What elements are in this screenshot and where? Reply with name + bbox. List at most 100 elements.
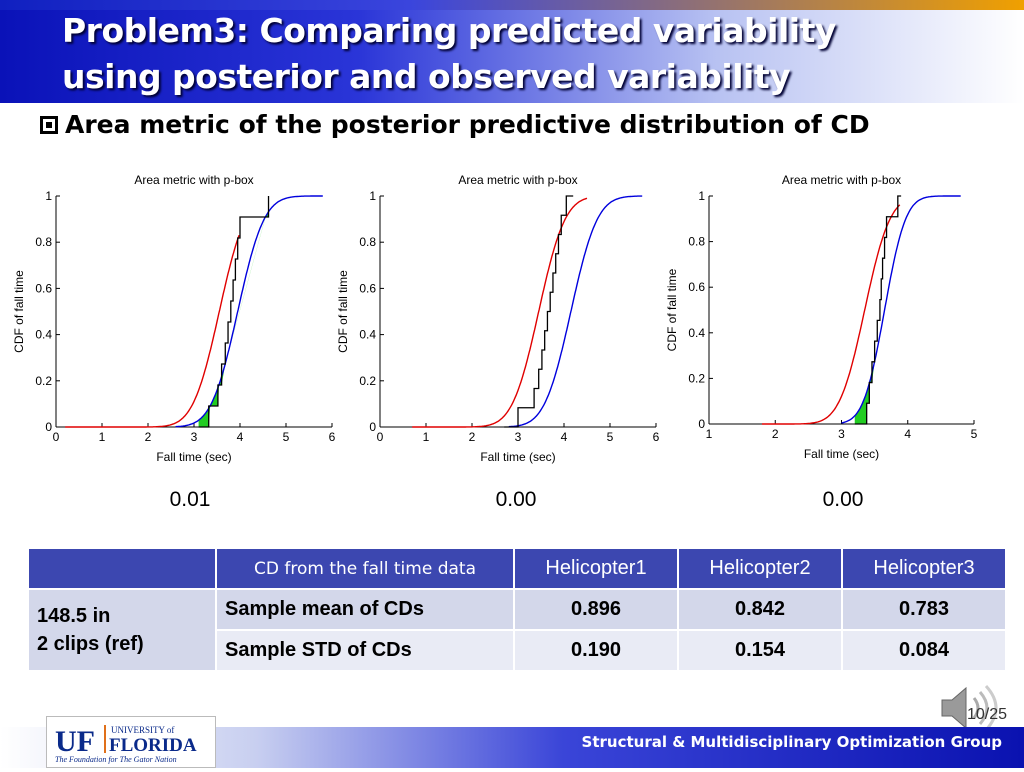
- x-tick-label: 1: [706, 427, 713, 441]
- x-tick-label: 4: [561, 430, 568, 444]
- title-bar: [0, 0, 1024, 103]
- x-tick-label: 2: [145, 430, 152, 444]
- slide-title-line2: using posterior and observed variability: [62, 57, 791, 96]
- x-tick-label: 2: [772, 427, 779, 441]
- y-tick-label: 0: [369, 420, 376, 434]
- top-accent-stripe: [0, 0, 1024, 10]
- x-tick-label: 1: [423, 430, 430, 444]
- y-tick-label: 0: [698, 417, 705, 431]
- cell-std-h3: 0.084: [841, 629, 1007, 672]
- x-tick-label: 6: [653, 430, 660, 444]
- chart-title: Area metric with p-box: [458, 173, 577, 187]
- uf-logo: UF UNIVERSITY of FLORIDA The Foundation …: [46, 716, 216, 768]
- y-tick-label: 0.2: [359, 374, 376, 388]
- cd-comparison-table: CD from the fall time data Helicopter1 H…: [27, 547, 1007, 672]
- x-tick-label: 1: [99, 430, 106, 444]
- x-tick-label: 5: [607, 430, 614, 444]
- cell-std-h1: 0.190: [513, 629, 679, 672]
- y-tick-label: 0: [45, 420, 52, 434]
- y-tick-label: 0.2: [688, 371, 705, 385]
- x-tick-label: 0: [377, 430, 384, 444]
- blue-cdf-line: [508, 195, 643, 428]
- x-tick-label: 0: [53, 430, 60, 444]
- x-tick-label: 4: [237, 430, 244, 444]
- slide-title: Problem3: Comparing predicted variabilit…: [62, 8, 836, 100]
- table-header-helicopter2: Helicopter2: [677, 547, 843, 590]
- plot-2-svg: Area metric with p-box Fall time (sec) CDF…: [336, 173, 660, 464]
- red-cdf-line: [65, 234, 240, 428]
- table-header-helicopter3: Helicopter3: [841, 547, 1007, 590]
- blue-cdf-line: [841, 195, 961, 424]
- y-tick-label: 0.8: [35, 235, 52, 249]
- table-row: 148.5 in 2 clips (ref) Sample mean of CD…: [27, 588, 1007, 672]
- empirical-cdf-step: [198, 196, 270, 428]
- table-ref-cell: 148.5 in 2 clips (ref): [27, 588, 217, 672]
- cell-mean-h1: 0.896: [513, 588, 679, 631]
- plot-2: Area metric with p-box Fall time (sec) CDF…: [335, 168, 665, 468]
- cell-mean-h3: 0.783: [841, 588, 1007, 631]
- ref-line1: 148.5 in: [37, 605, 111, 627]
- plot-3: Area metric with p-box Fall time (sec) CDF…: [665, 168, 995, 468]
- y-tick-label: 0.6: [688, 280, 705, 294]
- slide-title-line1: Problem3: Comparing predicted variabilit…: [62, 11, 836, 50]
- y-axis-label: CDF of fall time: [336, 270, 350, 353]
- y-tick-label: 0.4: [688, 326, 705, 340]
- square-bullet-icon: [40, 115, 58, 134]
- y-tick-label: 0.8: [359, 235, 376, 249]
- y-tick-label: 0.4: [359, 328, 376, 342]
- red-cdf-line: [762, 204, 901, 425]
- area-metric-region: [198, 211, 269, 427]
- y-tick-label: 1: [698, 189, 705, 203]
- plot-1: Area metric with p-box Fall time (sec) CDF…: [10, 168, 340, 468]
- y-tick-label: 0.4: [35, 328, 52, 342]
- y-tick-label: 1: [369, 189, 376, 203]
- plot-1-svg: Area metric with p-box Fall time (sec) CDF…: [12, 173, 336, 464]
- y-tick-label: 0.2: [35, 374, 52, 388]
- table-header-row: CD from the fall time data Helicopter1 H…: [27, 547, 1007, 590]
- y-tick-label: 0.6: [35, 281, 52, 295]
- area-metric-3: 0.00: [822, 488, 864, 511]
- table-header-helicopter1: Helicopter1: [513, 547, 679, 590]
- y-axis-label: CDF of fall time: [665, 268, 679, 351]
- cell-mean-h2: 0.842: [677, 588, 843, 631]
- x-tick-label: 6: [329, 430, 336, 444]
- table-header-cd: CD from the fall time data: [215, 547, 515, 590]
- y-tick-label: 0.6: [359, 281, 376, 295]
- footer-text: Structural & Multidisciplinary Optimizat…: [581, 733, 1002, 751]
- ref-line2: 2 clips (ref): [37, 633, 144, 655]
- chart-title: Area metric with p-box: [134, 173, 253, 187]
- area-metric-2: 0.00: [495, 488, 537, 511]
- area-metric-1: 0.01: [169, 488, 211, 511]
- table-row: Sample STD of CDs 0.190 0.154 0.084: [28, 629, 1007, 672]
- x-tick-label: 5: [971, 427, 978, 441]
- logo-uf: UF: [55, 725, 95, 758]
- x-tick-label: 3: [838, 427, 845, 441]
- row-label-std: Sample STD of CDs: [215, 629, 515, 672]
- chart-title: Area metric with p-box: [782, 173, 901, 187]
- logo-tagline: The Foundation for The Gator Nation: [55, 755, 177, 764]
- empirical-cdf-step: [504, 195, 574, 428]
- bullet-row: Area metric of the posterior predictive …: [40, 110, 870, 139]
- uf-logo-graphic: UF UNIVERSITY of FLORIDA The Foundation …: [55, 725, 197, 764]
- x-tick-label: 4: [904, 427, 911, 441]
- bullet-text: Area metric of the posterior predictive …: [65, 110, 870, 139]
- x-axis-label: Fall time (sec): [156, 450, 231, 464]
- empirical-cdf-step: [854, 195, 902, 425]
- page-number: 10/25: [967, 706, 1008, 723]
- x-tick-label: 2: [469, 430, 476, 444]
- plot-3-svg: Area metric with p-box Fall time (sec) CDF…: [665, 173, 978, 461]
- x-tick-label: 3: [191, 430, 198, 444]
- y-axis-label: CDF of fall time: [12, 270, 26, 353]
- cell-std-h2: 0.154: [677, 629, 843, 672]
- y-tick-label: 0.8: [688, 235, 705, 249]
- x-tick-label: 3: [515, 430, 522, 444]
- x-axis-label: Fall time (sec): [480, 450, 555, 464]
- x-tick-label: 5: [283, 430, 290, 444]
- row-label-mean: Sample mean of CDs: [215, 588, 515, 631]
- logo-university-of: UNIVERSITY of: [111, 725, 174, 735]
- area-metric-region: [854, 361, 875, 424]
- logo-florida: FLORIDA: [109, 735, 197, 756]
- y-tick-label: 1: [45, 189, 52, 203]
- blue-cdf-line: [175, 195, 323, 428]
- x-axis-label: Fall time (sec): [804, 447, 879, 461]
